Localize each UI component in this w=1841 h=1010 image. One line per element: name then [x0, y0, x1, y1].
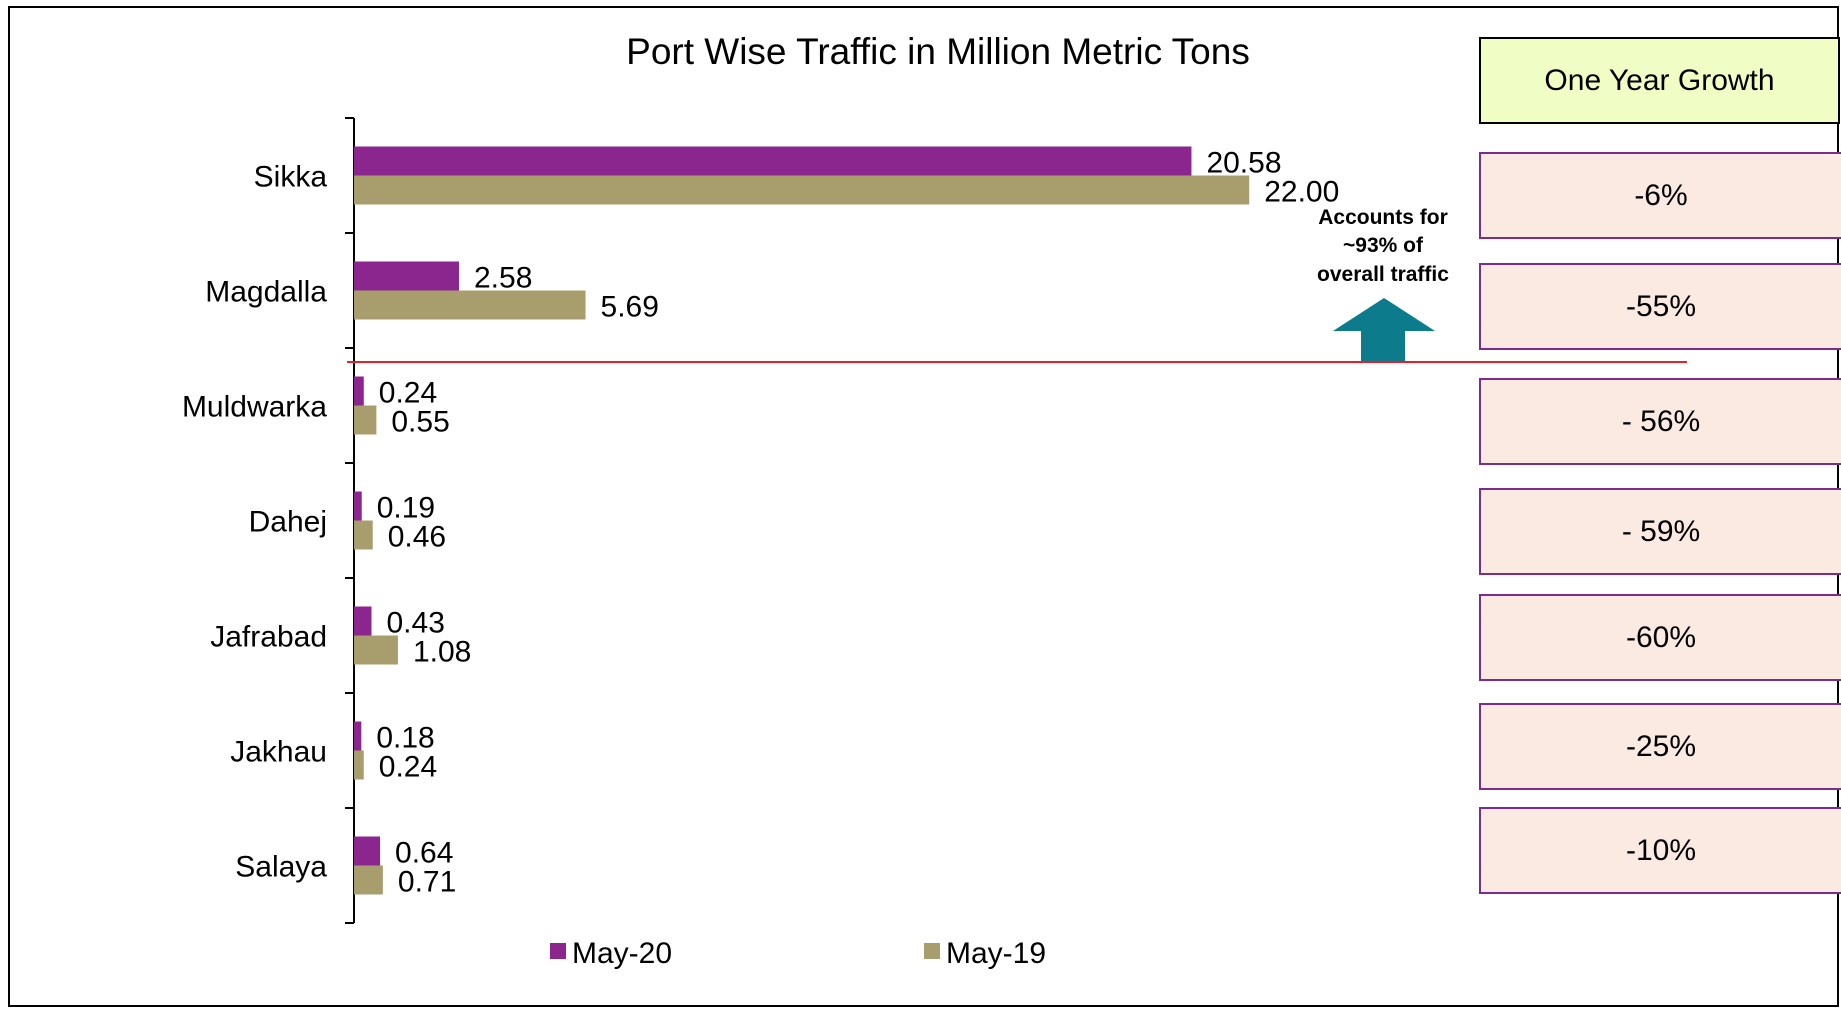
- category-labels: Sikka Magdalla Muldwarka Dahej Jafrabad Jakha…: [182, 161, 327, 884]
- bar-may-19: [354, 866, 383, 895]
- up-arrow-icon: [1333, 298, 1435, 362]
- bar-may-20: [354, 262, 459, 291]
- data-label: 22.00: [1264, 176, 1339, 209]
- bar-may-19: [354, 751, 364, 780]
- data-label: 5.69: [601, 291, 659, 324]
- annotation-line-2: ~93% of: [1343, 234, 1424, 257]
- growth-value: - 56%: [1479, 378, 1841, 465]
- category-label: Magdalla: [205, 276, 327, 309]
- category-label: Jafrabad: [210, 621, 327, 654]
- category-label: Muldwarka: [182, 391, 327, 424]
- bar-may-20: [354, 607, 371, 636]
- growth-value: -10%: [1479, 807, 1841, 894]
- growth-value: -6%: [1479, 152, 1841, 239]
- category-label: Sikka: [254, 161, 328, 194]
- y-axis: [345, 118, 354, 923]
- growth-value: -60%: [1479, 594, 1841, 681]
- legend-label-may-20: May-20: [572, 937, 672, 970]
- legend: May-20 May-19: [550, 937, 1046, 970]
- category-label: Jakhau: [230, 736, 327, 769]
- data-label: 0.24: [379, 751, 437, 784]
- data-label: 1.08: [413, 636, 471, 669]
- bar-may-19: [354, 176, 1249, 205]
- chart-title: Port Wise Traffic in Million Metric Tons: [626, 31, 1250, 72]
- growth-value: -55%: [1479, 263, 1841, 350]
- annotation-line-3: overall traffic: [1317, 263, 1449, 286]
- legend-label-may-19: May-19: [946, 937, 1046, 970]
- data-label: 0.71: [398, 866, 456, 899]
- bar-may-20: [354, 377, 364, 406]
- bar-may-20: [354, 722, 361, 751]
- growth-value: -25%: [1479, 703, 1841, 790]
- bar-may-20: [354, 492, 362, 521]
- bar-may-20: [354, 147, 1191, 176]
- bar-may-19: [354, 521, 373, 550]
- bar-may-20: [354, 837, 380, 866]
- category-label: Dahej: [249, 506, 327, 539]
- growth-value: - 59%: [1479, 488, 1841, 575]
- category-label: Salaya: [235, 851, 327, 884]
- growth-header: One Year Growth: [1479, 37, 1840, 124]
- annotation-line-1: Accounts for: [1318, 206, 1448, 229]
- legend-swatch-may-20: [550, 943, 566, 959]
- bar-may-19: [354, 291, 586, 320]
- data-labels: 20.5822.002.585.690.240.550.190.460.431.…: [376, 147, 1339, 899]
- data-label: 0.46: [388, 521, 446, 554]
- bar-may-19: [354, 406, 376, 435]
- legend-swatch-may-19: [924, 943, 940, 959]
- bars: [354, 147, 1249, 895]
- data-label: 0.55: [391, 406, 449, 439]
- bar-may-19: [354, 636, 398, 665]
- data-label: 2.58: [474, 262, 532, 295]
